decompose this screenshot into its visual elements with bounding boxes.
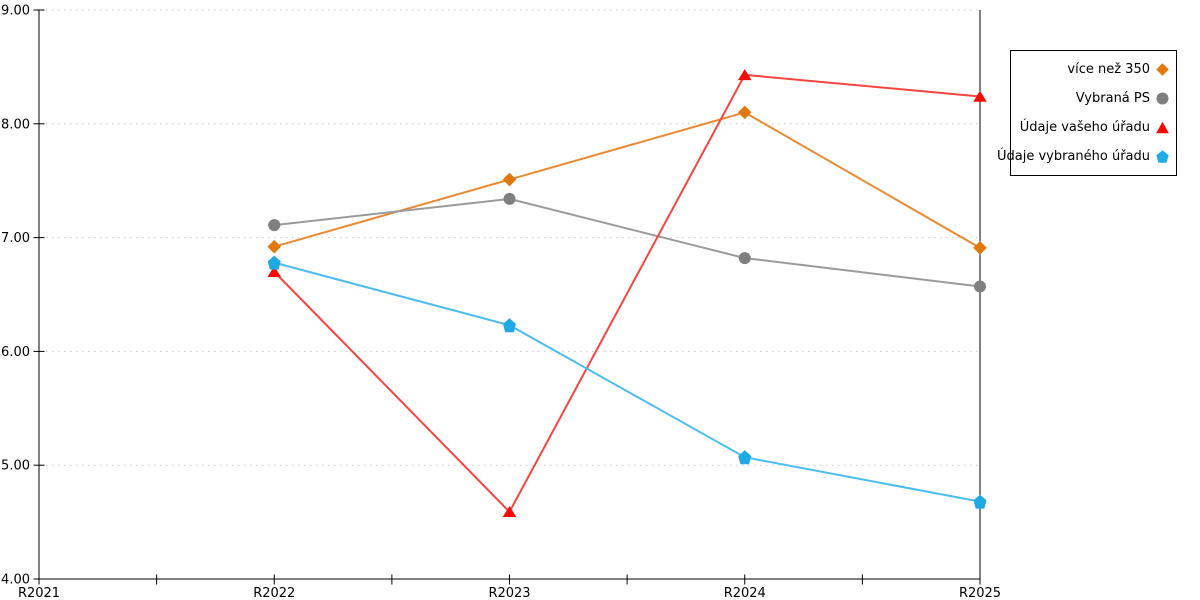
legend-label: Údaje vybraného úřadu — [996, 149, 1150, 164]
x-tick-label: R2022 — [253, 586, 295, 600]
diamond-marker-icon — [1156, 63, 1169, 76]
y-tick-label: 9.00 — [1, 4, 30, 19]
x-tick-label: R2023 — [488, 586, 530, 600]
x-axis-ticks: R2021 R2022 R2023 R2024 R2025 — [18, 574, 1001, 600]
triangle-marker-icon — [1156, 121, 1169, 134]
series-circle — [268, 192, 986, 293]
legend-label: více než 350 — [1067, 62, 1150, 77]
axes — [38, 10, 981, 580]
pentagon-marker-icon — [1156, 150, 1169, 163]
y-gridlines — [40, 9, 980, 466]
y-tick-label: 7.00 — [1, 231, 30, 246]
series-pentagon — [267, 255, 987, 509]
series-triangle-up — [267, 69, 987, 518]
y-axis-ticks: 4.00 5.00 6.00 7.00 8.00 9.00 — [1, 4, 45, 588]
x-tick-label: R2024 — [724, 586, 766, 600]
y-tick-label: 5.00 — [1, 459, 30, 474]
legend-label: Vybraná PS — [1075, 91, 1150, 106]
legend-item-vice-nez-350: více než 350 — [1011, 55, 1176, 84]
legend-item-udaje-vybraneho-uradu: Údaje vybraného úřadu — [997, 142, 1176, 171]
legend-item-udaje-vaseho-uradu: Údaje vašeho úřadu — [1011, 113, 1176, 142]
x-tick-label: R2021 — [18, 586, 60, 600]
legend-item-vybrana-ps: Vybraná PS — [1011, 84, 1176, 113]
y-tick-label: 6.00 — [1, 345, 30, 360]
legend-label: Údaje vašeho úřadu — [1019, 120, 1150, 135]
circle-marker-icon — [1156, 92, 1169, 105]
y-tick-label: 4.00 — [1, 573, 30, 588]
series-diamond — [267, 105, 987, 255]
x-tick-label: R2025 — [959, 586, 1001, 600]
y-tick-label: 8.00 — [1, 117, 30, 132]
legend: více než 350 Vybraná PS Údaje vašeho úřa… — [997, 50, 1177, 176]
